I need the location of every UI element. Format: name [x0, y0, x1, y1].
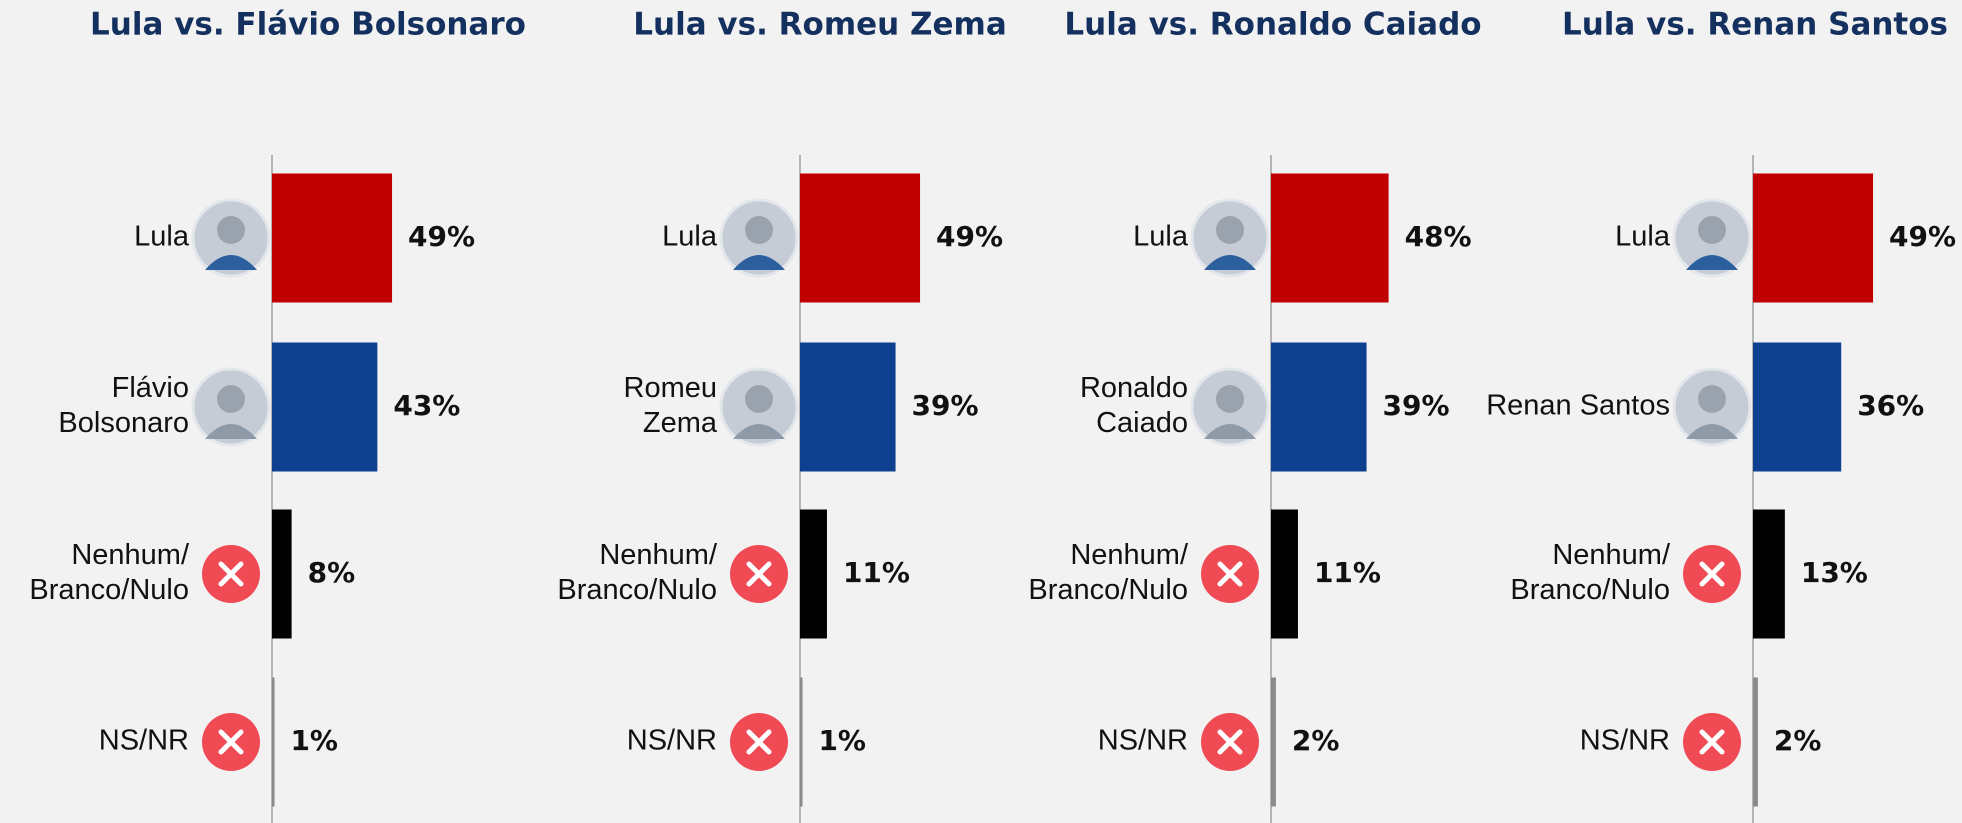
category-label: NS/NR [99, 725, 189, 757]
category-label: Nenhum/Branco/Nulo [29, 539, 190, 606]
bar [1753, 510, 1785, 639]
value-label: 8% [308, 556, 356, 589]
category-label: Lula [1133, 221, 1189, 253]
photo-head [1698, 385, 1726, 413]
photo-head [217, 385, 245, 413]
bar [1753, 174, 1873, 303]
category-label: Renan Santos [1486, 390, 1670, 422]
chart-title: Lula vs. Ronaldo Caiado [1064, 7, 1481, 43]
category-label: Lula [662, 221, 718, 253]
chart-title: Lula vs. Renan Santos [1562, 7, 1948, 43]
value-label: 39% [912, 389, 979, 422]
category-label: NS/NR [627, 725, 717, 757]
photo-head [217, 216, 245, 244]
bar [272, 174, 392, 303]
value-label: 2% [1292, 724, 1340, 757]
bar [1271, 510, 1298, 639]
value-label: 1% [290, 724, 338, 757]
chart-title: Lula vs. Romeu Zema [633, 7, 1006, 43]
value-label: 36% [1857, 389, 1924, 422]
bar [1753, 678, 1758, 807]
bar [800, 343, 896, 472]
bar [272, 678, 275, 807]
photo-head [745, 216, 773, 244]
value-label: 1% [818, 724, 866, 757]
value-label: 48% [1405, 220, 1472, 253]
bar [1753, 343, 1841, 472]
value-label: 13% [1801, 556, 1868, 589]
value-label: 49% [936, 220, 1003, 253]
bar [1271, 343, 1367, 472]
bar [272, 343, 377, 472]
category-label: Nenhum/Branco/Nulo [557, 539, 718, 606]
bar [800, 678, 803, 807]
value-label: 39% [1383, 389, 1450, 422]
bar [1271, 678, 1276, 807]
bar [1271, 174, 1389, 303]
value-label: 11% [1314, 556, 1381, 589]
value-label: 2% [1774, 724, 1822, 757]
bar [800, 510, 827, 639]
value-label: 49% [1889, 220, 1956, 253]
value-label: 43% [393, 389, 460, 422]
category-label: NS/NR [1580, 725, 1670, 757]
photo-head [1216, 216, 1244, 244]
photo-head [745, 385, 773, 413]
category-label: Lula [1615, 221, 1671, 253]
category-label: Nenhum/Branco/Nulo [1028, 539, 1189, 606]
chart-panel: Lula vs. Flávio Bolsonaro 49% Lula 43% Flávi… [0, 0, 1962, 823]
value-label: 49% [408, 220, 475, 253]
page: {"chart_data": [ {"type": "hbar", "title… [0, 0, 1962, 823]
photo-head [1698, 216, 1726, 244]
value-label: 11% [843, 556, 910, 589]
category-label: NS/NR [1098, 725, 1188, 757]
category-label: Nenhum/Branco/Nulo [1510, 539, 1671, 606]
bar [272, 510, 292, 639]
chart-title: Lula vs. Flávio Bolsonaro [90, 7, 526, 43]
bar [800, 174, 920, 303]
photo-head [1216, 385, 1244, 413]
category-label: Lula [134, 221, 190, 253]
